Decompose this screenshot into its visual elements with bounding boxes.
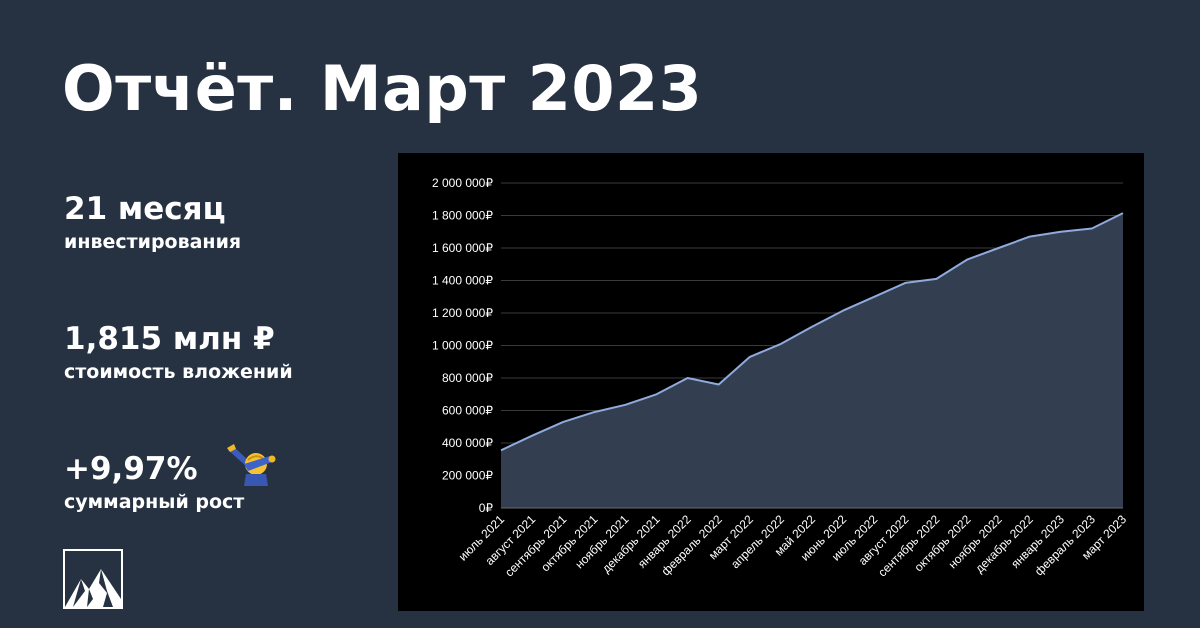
- y-tick-label: 2 000 000₽: [432, 176, 493, 190]
- y-tick-label: 800 000₽: [442, 371, 493, 385]
- stat-months-label: инвестирования: [64, 231, 242, 253]
- mountain-logo-icon: [63, 549, 123, 609]
- y-tick-label: 200 000₽: [442, 469, 493, 483]
- dabbing-face-icon: [227, 444, 276, 486]
- page-title: Отчёт. Март 2023: [62, 52, 703, 125]
- portfolio-value-chart: 0₽ 200 000₽ 400 000₽ 600 000₽ 800 000₽ 1 000 …: [432, 176, 1130, 579]
- stat-portfolio-value: 1,815 млн ₽ стоимость вложений: [64, 321, 293, 384]
- y-axis-ticks: 0₽ 200 000₽ 400 000₽ 600 000₽ 800 000₽ 1 000 …: [432, 176, 493, 515]
- stat-growth-label: суммарный рост: [64, 491, 245, 513]
- stat-portfolio-value-label: стоимость вложений: [64, 361, 293, 383]
- stat-portfolio-value-value: 1,815 млн ₽: [64, 321, 275, 357]
- area-fill: [501, 213, 1123, 508]
- y-tick-label: 600 000₽: [442, 404, 493, 418]
- y-tick-label: 1 400 000₽: [432, 274, 493, 288]
- stat-growth: +9,97% суммарный рост: [64, 451, 245, 514]
- y-tick-label: 1 000 000₽: [432, 339, 493, 353]
- stat-growth-value: +9,97%: [64, 451, 198, 487]
- stat-months: 21 месяц инвестирования: [64, 191, 242, 254]
- y-tick-label: 1 800 000₽: [432, 209, 493, 223]
- y-tick-label: 1 600 000₽: [432, 241, 493, 255]
- chart-panel: 0₽ 200 000₽ 400 000₽ 600 000₽ 800 000₽ 1 000 …: [398, 153, 1144, 611]
- y-tick-label: 400 000₽: [442, 436, 493, 450]
- stat-months-value: 21 месяц: [64, 191, 226, 227]
- y-tick-label: 0₽: [479, 501, 494, 515]
- series-line: [500, 212, 1124, 452]
- y-tick-label: 1 200 000₽: [432, 306, 493, 320]
